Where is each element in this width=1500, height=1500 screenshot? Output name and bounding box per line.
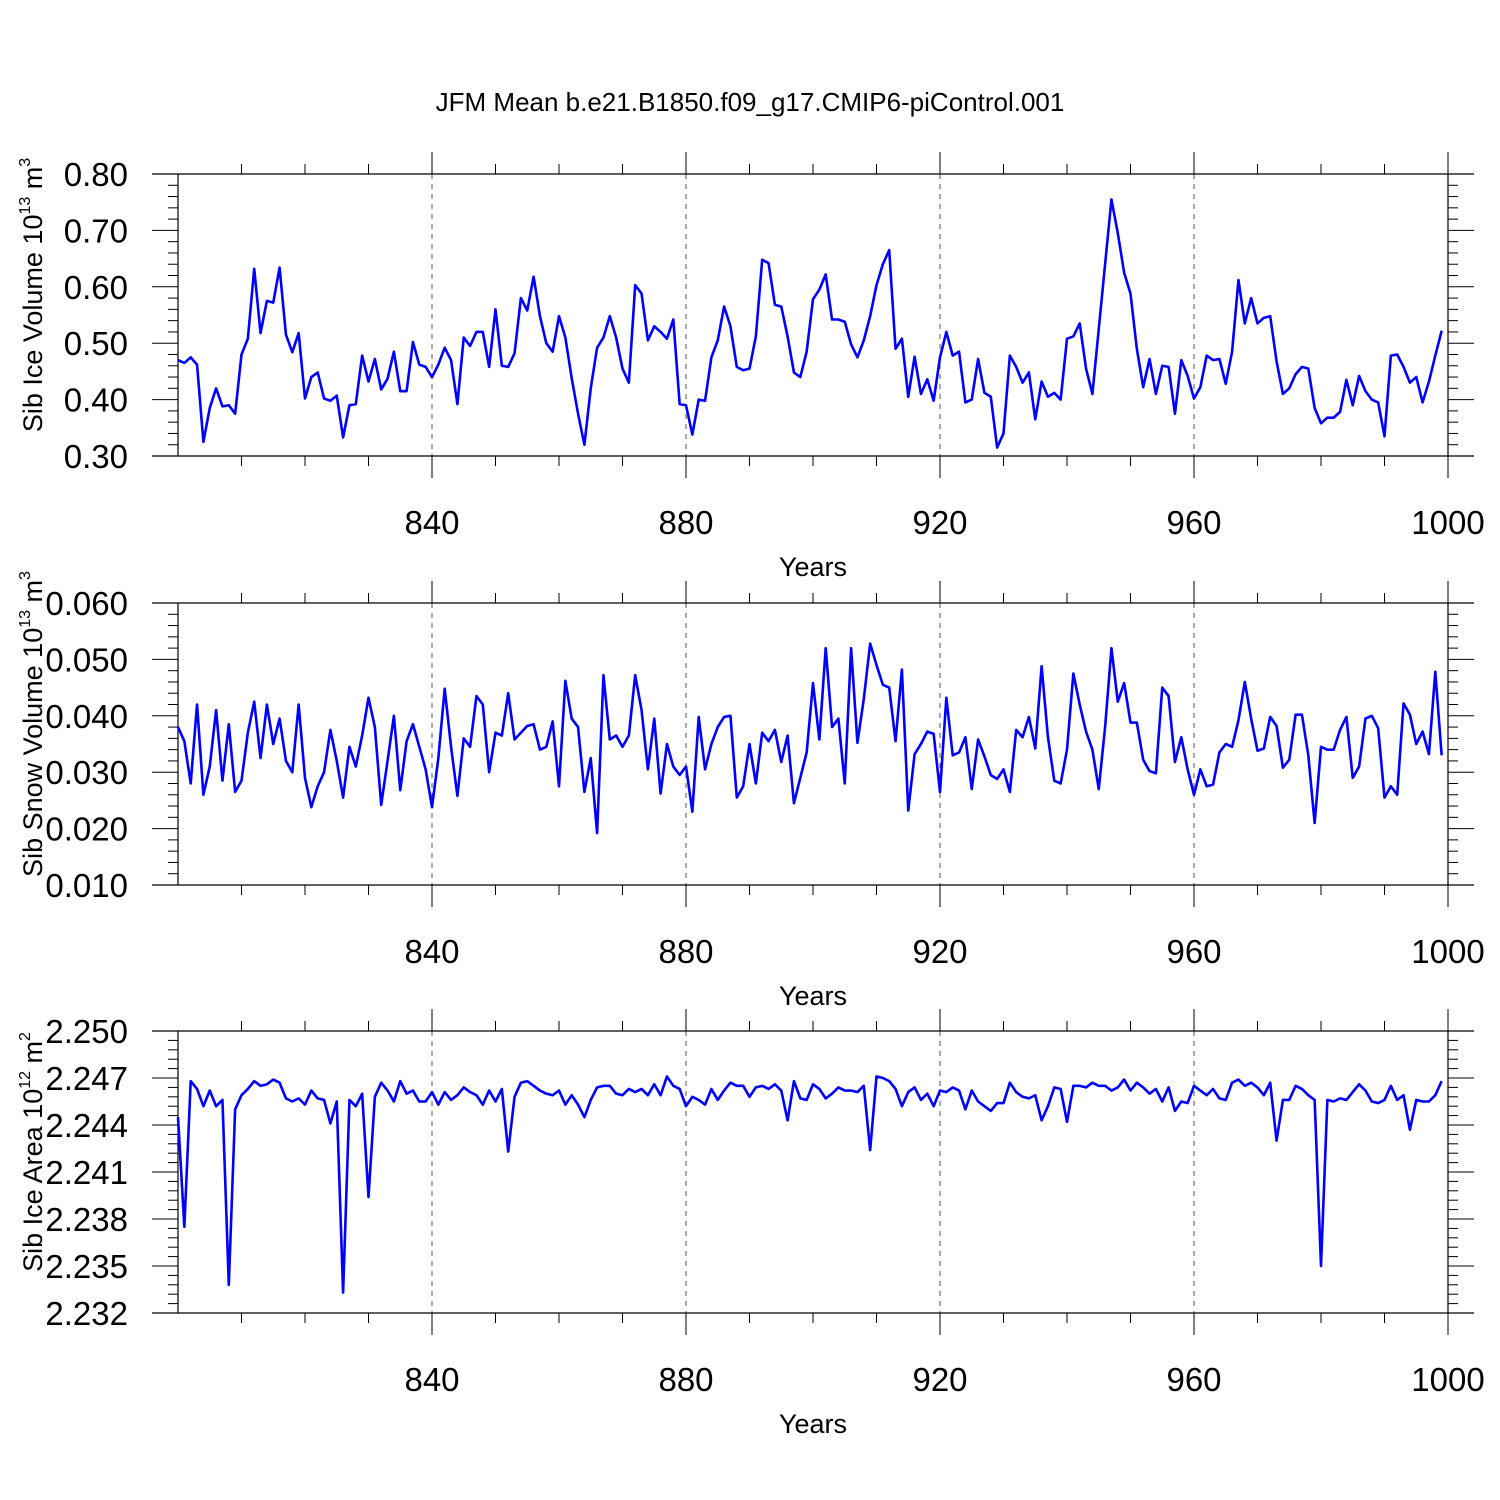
y-tick-label: 2.247 (45, 1060, 128, 1097)
x-tick-label: 920 (912, 933, 967, 970)
y-tick-label: 2.238 (45, 1201, 128, 1238)
figure-title: JFM Mean b.e21.B1850.f09_g17.CMIP6-piCon… (436, 87, 1065, 117)
y-axis-label: Sib Ice Volume 1013 m3 (17, 158, 48, 432)
x-tick-label: 840 (404, 1361, 459, 1398)
x-tick-label: 960 (1166, 504, 1221, 541)
x-tick-label: 1000 (1411, 933, 1484, 970)
chart-panel-3: 2.232 2.235 2.238 2.241 2.244 2.247 2.250 840 88… (17, 1009, 1485, 1439)
y-tick-label: 0.60 (64, 269, 128, 306)
y-tick-label: 0.050 (45, 641, 128, 678)
x-tick-label: 840 (404, 504, 459, 541)
y-tick-label: 0.40 (64, 382, 128, 419)
x-tick-label: 880 (658, 1361, 713, 1398)
y-tick-label: 2.250 (45, 1013, 128, 1050)
x-tick-label: 1000 (1411, 1361, 1484, 1398)
y-tick-label: 0.50 (64, 325, 128, 362)
y-tick-label: 2.235 (45, 1248, 128, 1285)
y-axis-label: Sib Ice Area 1012 m2 (17, 1032, 48, 1272)
y-tick-label: 0.060 (45, 585, 128, 622)
chart-panel-2: 0.010 0.020 0.030 0.040 0.050 0.060 840 880 920 9… (17, 571, 1485, 1011)
x-tick-label: 880 (658, 933, 713, 970)
y-tick-label: 0.30 (64, 438, 128, 475)
y-tick-label: 0.020 (45, 811, 128, 848)
y-tick-label: 0.010 (45, 867, 128, 904)
x-axis-label: Years (779, 981, 847, 1011)
x-tick-label: 920 (912, 504, 967, 541)
y-tick-label: 0.040 (45, 698, 128, 735)
x-tick-label: 840 (404, 933, 459, 970)
y-tick-label: 0.70 (64, 212, 128, 249)
y-tick-label: 2.241 (45, 1154, 128, 1191)
x-tick-label: 880 (658, 504, 713, 541)
y-tick-label: 2.244 (45, 1107, 128, 1144)
series-line (176, 642, 1443, 835)
series-line (176, 1075, 1443, 1294)
chart-panel-1: 0.30 0.40 0.50 0.60 0.70 0.80 840 880 920 960 1000… (17, 152, 1485, 582)
x-tick-label: 960 (1166, 933, 1221, 970)
x-tick-label: 1000 (1411, 504, 1484, 541)
y-axis-label: Sib Snow Volume 1013 m3 (17, 571, 48, 877)
series-line (177, 198, 1443, 449)
x-axis-label: Years (779, 552, 847, 582)
x-tick-label: 920 (912, 1361, 967, 1398)
x-axis-label: Years (779, 1409, 847, 1439)
x-tick-label: 960 (1166, 1361, 1221, 1398)
y-tick-label: 2.232 (45, 1295, 128, 1332)
y-tick-label: 0.80 (64, 156, 128, 193)
y-tick-label: 0.030 (45, 754, 128, 791)
